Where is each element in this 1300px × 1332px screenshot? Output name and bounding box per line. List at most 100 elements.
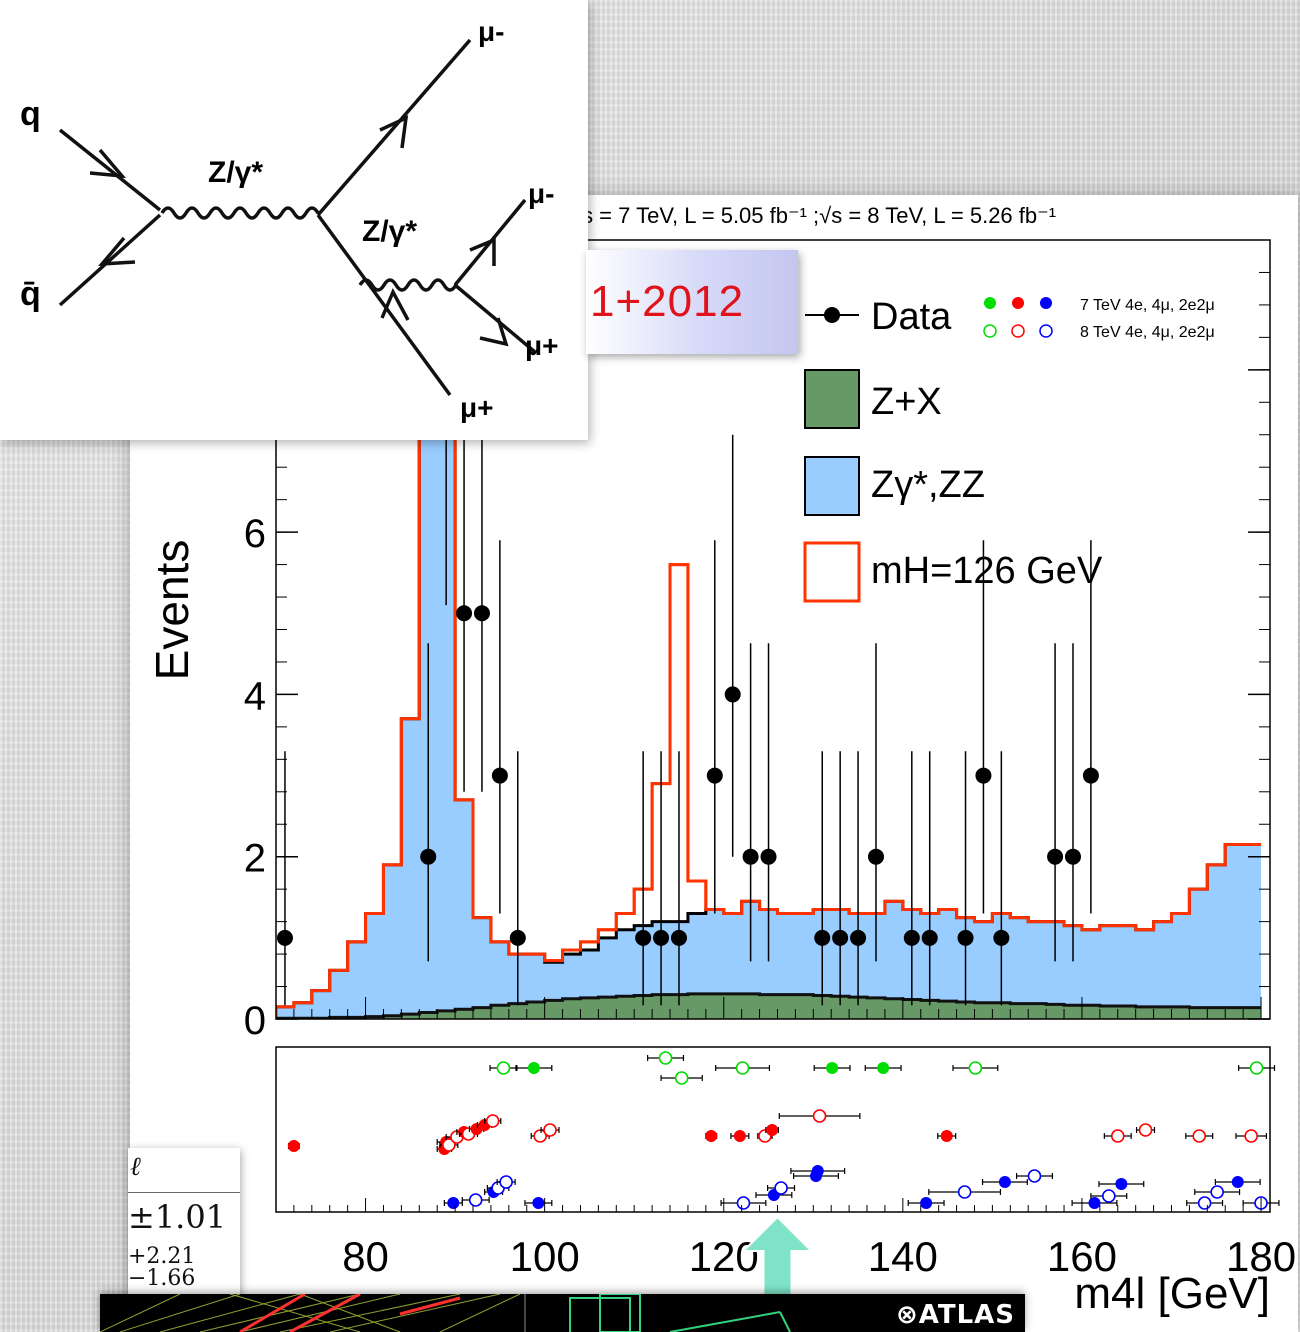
legend-7tev-marker [1012, 297, 1024, 309]
event-marker-8tev [674, 1071, 689, 1085]
event-marker-8tev [442, 1138, 456, 1152]
event-marker-7tev [766, 1124, 779, 1136]
data-point [456, 605, 473, 622]
data-point [1064, 848, 1081, 865]
label-qbar: q̄ [20, 275, 41, 313]
data-point [921, 929, 938, 946]
event-marker-8tev [774, 1181, 788, 1195]
event-marker-8tev [468, 1193, 483, 1207]
table-snippet: ℓ ±1.01 +2.21 −1.66 [128, 1148, 240, 1298]
event-marker-8tev [1110, 1129, 1125, 1143]
legend-7tev-label: 7 TeV 4e, 4μ, 2e2μ [1080, 297, 1215, 314]
event-marker-8tev [1249, 1061, 1264, 1075]
data-point [670, 929, 687, 946]
data-point [814, 929, 831, 946]
table-uncertainty-up: +2.21 [128, 1244, 196, 1269]
table-uncertainty-down: −1.66 [128, 1266, 196, 1291]
quark-line [58, 128, 162, 212]
antiquark-arrow-icon [98, 236, 136, 266]
event-marker-8tev [496, 1061, 511, 1075]
label-mu-minus-2: μ- [528, 178, 555, 209]
x-tick-label: 180 [1226, 1233, 1296, 1280]
event-marker-7tev [811, 1165, 824, 1177]
muon-arrow-icon-4 [479, 317, 509, 347]
m4l-histogram: 02468Events√s = 7 TeV, L = 5.05 fb⁻¹ ;√s… [146, 203, 1296, 1332]
histogram-layer [276, 240, 1262, 1019]
data-point [473, 605, 490, 622]
legend-8tev-marker [983, 324, 997, 338]
x-tick-label: 140 [868, 1233, 938, 1280]
legend-7tev-marker [984, 297, 996, 309]
legend-label-data: Data [871, 296, 952, 338]
x-axis-label: m4l [GeV] [1074, 1269, 1270, 1318]
zx-background-fill [276, 993, 1262, 1019]
table-value: ±1.01 [128, 1198, 227, 1236]
legend-label-zx: Z+X [871, 381, 942, 423]
event-marker-7tev [705, 1130, 718, 1142]
muon-arrow-icon-3 [469, 237, 496, 266]
year-banner-text: 1+2012 [590, 277, 745, 326]
muon-arrow-icon-2 [380, 287, 410, 321]
y-tick-label: 2 [244, 837, 266, 881]
label-mu-plus-2: μ+ [460, 392, 494, 423]
event-marker-8tev [957, 1185, 972, 1199]
legend-8tev-label: 8 TeV 4e, 4μ, 2e2μ [1080, 324, 1215, 341]
data-point [420, 848, 437, 865]
x-tick-label: 80 [342, 1233, 389, 1280]
data-point [867, 848, 884, 865]
muon-arrow-icon-1 [379, 115, 409, 149]
quark-arrow-icon [89, 148, 127, 179]
higgs-arrow-icon [741, 1215, 814, 1332]
data-point [832, 929, 849, 946]
event-marker-8tev [543, 1123, 557, 1137]
event-marker-7tev [998, 1176, 1011, 1188]
data-point [957, 929, 974, 946]
data-point [653, 929, 670, 946]
x-tick-label: 100 [510, 1233, 580, 1280]
feynman-diagram: q q̄ Z/γ* Z/γ* μ- μ- μ+ μ+ [0, 0, 588, 440]
data-point [850, 929, 867, 946]
data-point [509, 929, 526, 946]
legend-zz-swatch [804, 456, 860, 516]
event-marker-7tev [287, 1140, 300, 1152]
label-boson-2: Z/γ* [362, 215, 418, 248]
data-point [706, 767, 723, 784]
event-marker-8tev [1102, 1189, 1116, 1203]
event-marker-8tev [735, 1061, 750, 1075]
label-mu-plus-1: μ+ [525, 330, 559, 361]
muon-line-2 [316, 213, 452, 397]
table-header: ℓ [130, 1152, 141, 1182]
event-marker-7tev [1088, 1197, 1101, 1209]
label-q: q [20, 95, 41, 133]
boson-wavy-line-2 [358, 278, 458, 292]
data-point [742, 848, 759, 865]
event-display-image: ⊗ATLAS [100, 1294, 1025, 1332]
event-marker-7tev [877, 1062, 890, 1074]
event-marker-8tev [1027, 1169, 1042, 1183]
label-boson-1: Z/γ* [208, 156, 264, 189]
event-marker-8tev [1244, 1129, 1258, 1143]
y-tick-label: 0 [244, 999, 266, 1043]
data-point [760, 848, 777, 865]
x-tick-label: 160 [1047, 1233, 1117, 1280]
event-marker-7tev [527, 1062, 540, 1074]
zz-background-fill [276, 240, 1262, 1019]
event-marker-7tev [920, 1197, 933, 1209]
y-axis-label: Events [146, 540, 198, 681]
event-marker-8tev [1197, 1196, 1212, 1210]
event-marker-8tev [533, 1129, 547, 1143]
event-marker-8tev [968, 1061, 983, 1075]
muon-line-4 [453, 283, 537, 354]
data-point [1047, 848, 1064, 865]
muon-line-1 [316, 38, 472, 217]
legend-data-marker [824, 307, 840, 323]
event-marker-8tev [736, 1196, 751, 1210]
legend-signal-swatch [803, 541, 861, 603]
event-marker-7tev [826, 1062, 839, 1074]
data-point [975, 767, 992, 784]
legend-label-zz: Zγ*,ZZ [871, 464, 985, 506]
event-marker-8tev [485, 1114, 500, 1128]
event-display-tracks [100, 1294, 791, 1332]
legend-zx-swatch [804, 369, 860, 429]
event-marker-7tev [940, 1130, 953, 1142]
